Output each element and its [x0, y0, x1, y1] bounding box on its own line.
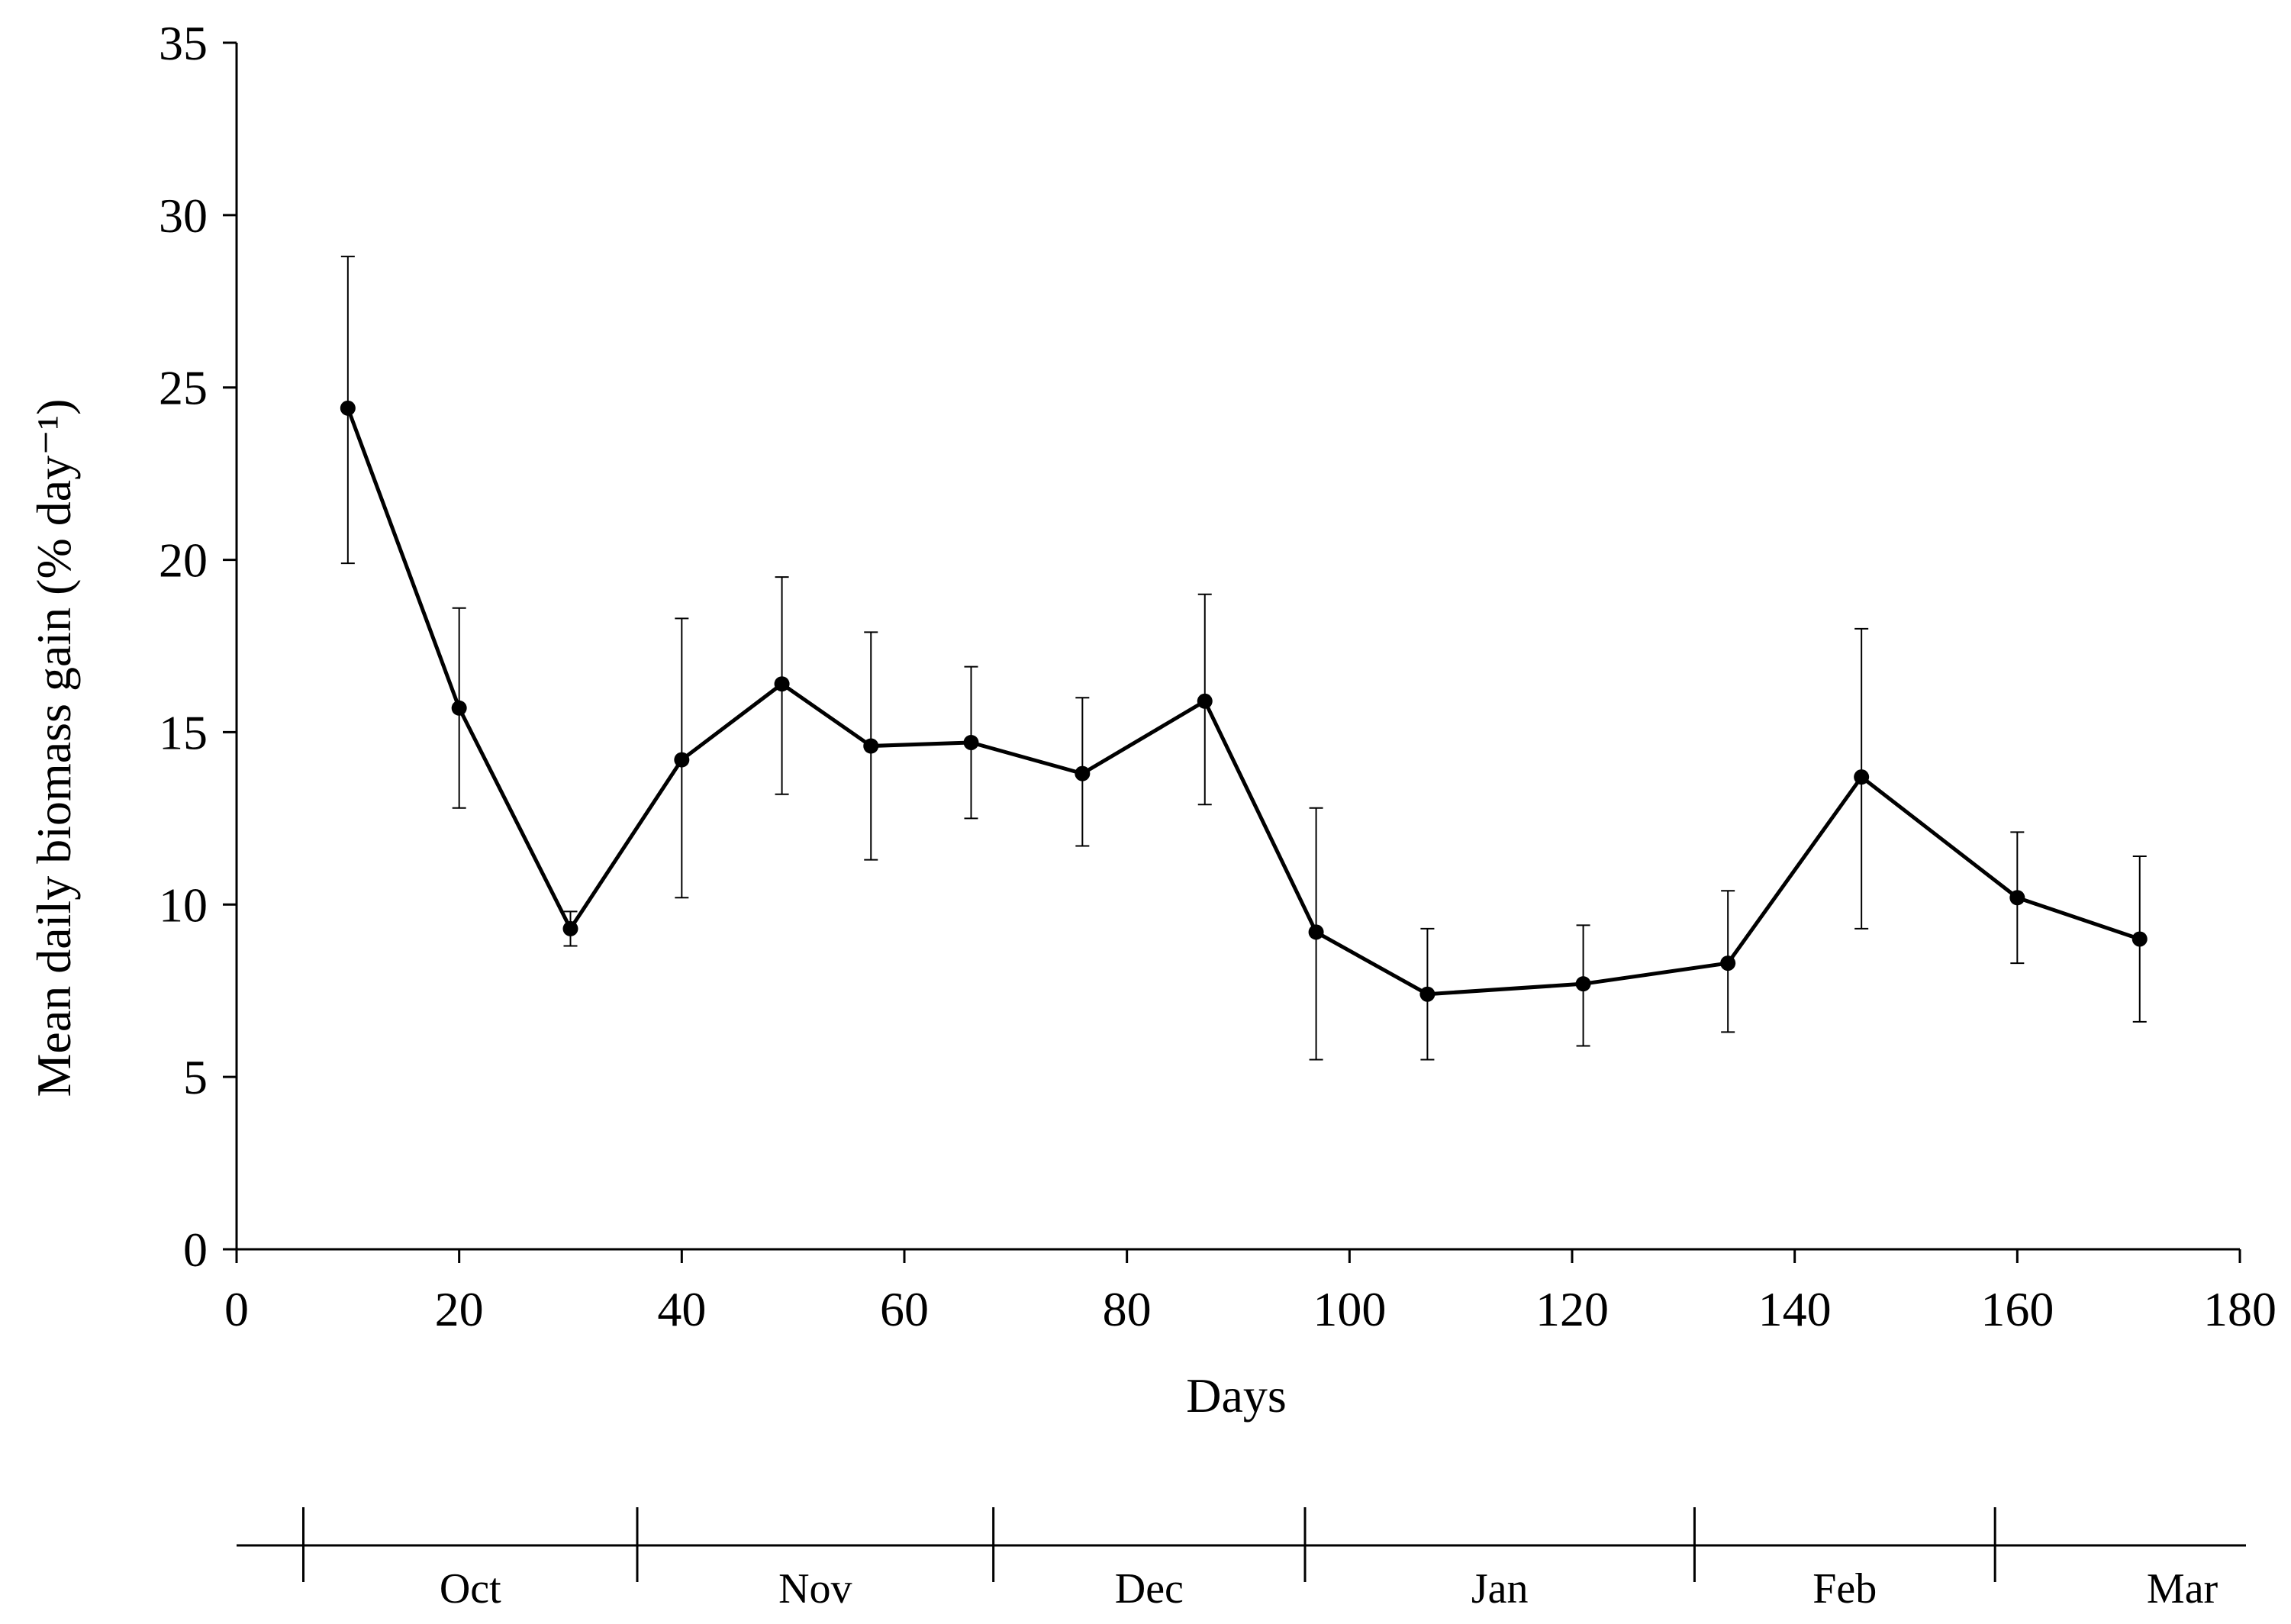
- x-tick-label: 180: [2203, 1282, 2276, 1336]
- month-axis: Oct Nov Dec Jan Feb Mar: [237, 1507, 2246, 1613]
- data-point: [1720, 955, 1736, 972]
- data-point: [774, 676, 790, 692]
- x-tick-label: 80: [1103, 1282, 1152, 1336]
- y-tick-label: 0: [183, 1223, 208, 1277]
- data-point: [674, 752, 690, 768]
- data-point: [1575, 976, 1591, 992]
- data-point: [562, 920, 578, 936]
- x-tick-label: 20: [435, 1282, 484, 1336]
- month-label: Mar: [2147, 1565, 2218, 1613]
- data-point: [340, 400, 356, 416]
- x-tick-label: 60: [880, 1282, 929, 1336]
- y-tick-label: 5: [183, 1050, 208, 1104]
- data-point: [2009, 890, 2025, 906]
- data-point: [863, 738, 879, 754]
- month-label: Feb: [1812, 1565, 1877, 1613]
- y-tick-label: 20: [159, 533, 208, 588]
- x-tick-label: 100: [1313, 1282, 1386, 1336]
- data-point: [2132, 931, 2148, 947]
- month-label: Nov: [778, 1565, 852, 1613]
- y-tick-label: 15: [159, 705, 208, 759]
- y-tick-label: 10: [159, 878, 208, 932]
- data-point: [1075, 765, 1091, 781]
- month-label: Jan: [1471, 1565, 1529, 1613]
- x-tick-label: 0: [224, 1282, 249, 1336]
- data-point: [451, 700, 467, 716]
- x-axis: 0 20 40 60 80 100 120 140 160 180: [224, 1248, 2276, 1336]
- x-tick-label: 120: [1535, 1282, 1609, 1336]
- month-label: Oct: [440, 1565, 501, 1613]
- series: [340, 400, 2148, 1002]
- data-point: [1308, 924, 1324, 940]
- series-line: [346, 407, 2141, 997]
- y-axis: 0 5 10 15 20 25 30 35: [159, 16, 238, 1277]
- x-tick-label: 40: [657, 1282, 706, 1336]
- data-point: [1854, 769, 1870, 785]
- y-tick-label: 30: [159, 188, 208, 243]
- data-point: [1197, 693, 1213, 709]
- error-bars: [340, 256, 2147, 1061]
- data-point: [1419, 986, 1436, 1002]
- x-axis-title: Days: [1186, 1368, 1287, 1423]
- month-label: Dec: [1115, 1565, 1184, 1613]
- y-tick-label: 25: [159, 361, 208, 415]
- y-axis-title: Mean daily biomass gain (% day⁻¹): [27, 399, 81, 1097]
- y-tick-label: 35: [159, 16, 208, 70]
- data-point: [963, 734, 979, 750]
- x-tick-label: 140: [1758, 1282, 1832, 1336]
- x-tick-label: 160: [1980, 1282, 2054, 1336]
